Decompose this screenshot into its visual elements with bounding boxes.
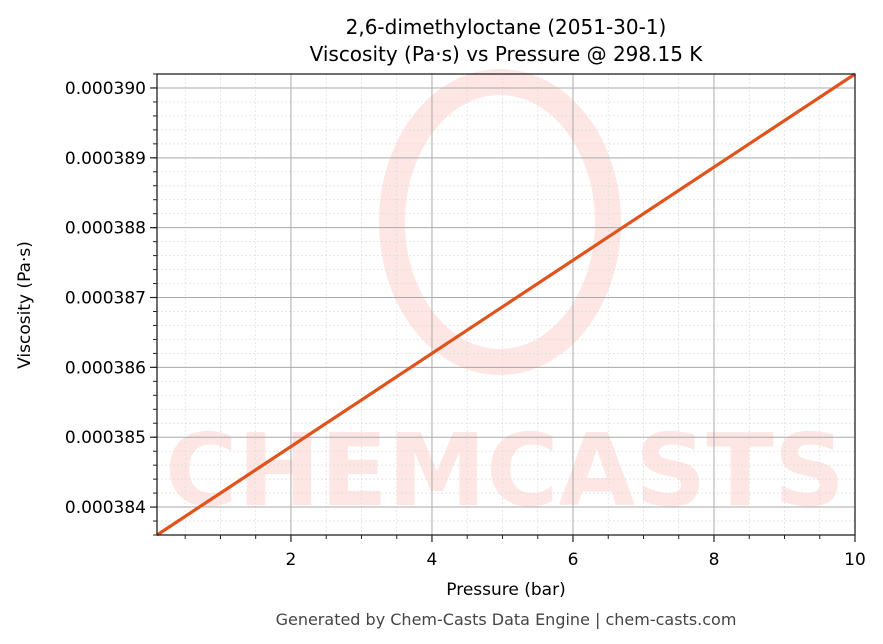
x-tick-label: 2	[286, 550, 297, 570]
watermark-logo: CHEMCASTS	[165, 69, 845, 529]
y-tick-label: 0.000385	[65, 428, 146, 448]
ticks: 2 4 6 8 10 0.000384 0.000385 0.000386 0.000387 0.…	[65, 73, 866, 570]
x-tick-label: 8	[709, 550, 720, 570]
x-tick-label: 4	[427, 550, 438, 570]
y-tick-label: 0.000384	[65, 498, 146, 518]
x-tick-label: 6	[568, 550, 579, 570]
chart-title: 2,6-dimethyloctane (2051-30-1)	[346, 15, 667, 39]
y-tick-label: 0.000389	[65, 149, 146, 169]
footer-credit: Generated by Chem-Casts Data Engine | ch…	[276, 610, 737, 629]
chart-subtitle: Viscosity (Pa·s) vs Pressure @ 298.15 K	[310, 42, 704, 66]
y-tick-label: 0.000386	[65, 358, 146, 378]
y-tick-label: 0.000388	[65, 219, 146, 239]
series	[156, 72, 856, 537]
plot-frame	[156, 73, 856, 536]
y-axis-label: Viscosity (Pa·s)	[15, 241, 35, 369]
x-tick-label: 10	[844, 550, 866, 570]
viscosity-line	[156, 72, 856, 537]
x-axis-label: Pressure (bar)	[446, 580, 565, 600]
grid	[157, 73, 856, 536]
y-tick-label: 0.000387	[65, 289, 146, 309]
y-tick-label: 0.000390	[65, 79, 146, 99]
watermark-text: CHEMCASTS	[165, 412, 845, 529]
